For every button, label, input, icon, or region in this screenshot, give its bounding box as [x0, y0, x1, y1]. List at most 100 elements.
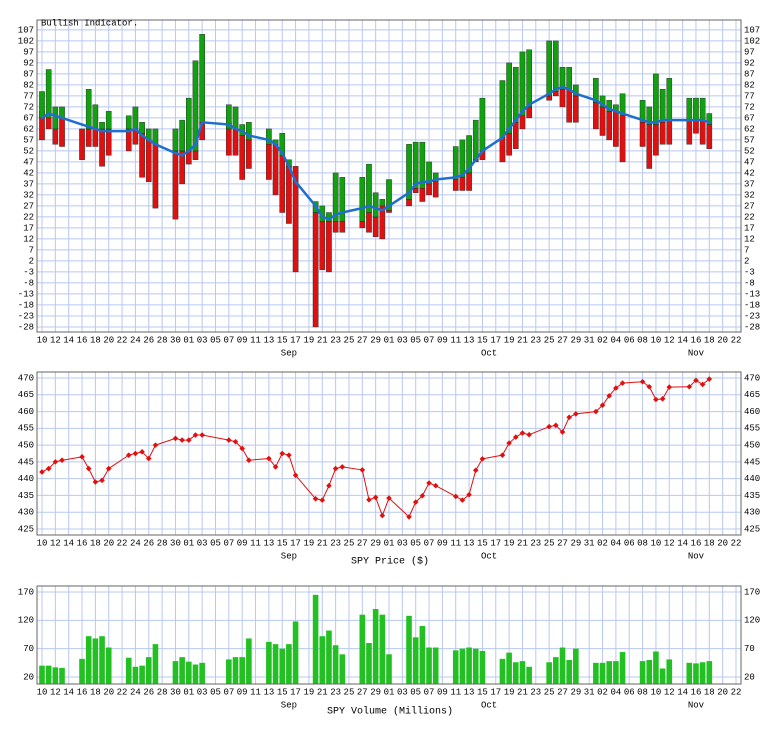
- y-tick-label-right: 77: [744, 91, 755, 101]
- volume-bar: [312, 594, 319, 684]
- price-line: [468, 469, 477, 496]
- month-label: Sep: [281, 700, 297, 710]
- price-marker: [659, 396, 666, 402]
- up-bar: [666, 78, 673, 121]
- up-bar: [553, 40, 559, 92]
- down-bar: [312, 212, 319, 328]
- x-tick-label: 02: [597, 687, 608, 697]
- average-line: [701, 118, 711, 124]
- down-bar: [619, 115, 626, 163]
- x-tick-label: 19: [504, 335, 515, 345]
- price-line: [421, 482, 430, 497]
- y-tick-label-right: -23: [744, 311, 760, 321]
- y-tick-label-right: 102: [744, 36, 760, 46]
- price-marker: [332, 465, 339, 472]
- y-tick-label-right: 465: [744, 390, 760, 400]
- y-tick-label-right: 445: [744, 457, 760, 467]
- x-tick-label: 27: [557, 538, 568, 548]
- up-bar: [559, 67, 566, 90]
- x-tick-label: 07: [424, 687, 435, 697]
- x-tick-label: 04: [610, 335, 621, 345]
- down-bar: [559, 89, 566, 108]
- x-tick-label: 02: [597, 335, 608, 345]
- y-tick-label: 57: [23, 135, 34, 145]
- down-bar: [279, 155, 286, 213]
- up-bar: [125, 115, 132, 130]
- price-line: [375, 496, 383, 517]
- x-tick-label: 06: [624, 687, 635, 697]
- x-tick-label: 27: [557, 335, 568, 345]
- y-tick-label: 17: [23, 223, 34, 233]
- x-tick-label: 12: [664, 687, 675, 697]
- month-label: Sep: [281, 551, 297, 561]
- price-marker: [506, 440, 512, 446]
- x-tick-label: 18: [90, 335, 101, 345]
- x-tick-label: 05: [410, 335, 421, 345]
- volume-bar: [619, 652, 626, 684]
- y-tick-label: 102: [18, 36, 34, 46]
- y-tick-label-right: 20: [744, 672, 755, 682]
- average-line: [567, 88, 578, 95]
- x-tick-label: 03: [397, 335, 408, 345]
- average-line: [267, 138, 277, 146]
- price-marker: [546, 423, 552, 430]
- down-bar: [79, 128, 85, 160]
- price-marker: [92, 479, 99, 485]
- y-tick-label: -23: [18, 311, 34, 321]
- price-line: [575, 411, 597, 415]
- y-tick-label: -3: [23, 267, 34, 277]
- volume-bar: [359, 614, 366, 684]
- y-tick-label: 2: [29, 256, 34, 266]
- y-tick-label-right: -8: [744, 278, 755, 288]
- x-tick-label: 13: [263, 538, 274, 548]
- y-tick-label-right: -18: [744, 300, 760, 310]
- x-tick-label: 27: [357, 687, 368, 697]
- price-marker: [566, 414, 572, 421]
- x-tick-label: 14: [63, 538, 74, 548]
- up-bar: [519, 51, 526, 116]
- up-bar: [85, 89, 92, 130]
- down-bar: [466, 172, 472, 191]
- down-bar: [92, 128, 99, 147]
- x-tick-label: 12: [50, 687, 61, 697]
- down-bar: [266, 144, 272, 180]
- price-marker: [279, 450, 286, 457]
- volume-bar: [179, 657, 185, 684]
- x-tick-label: 09: [237, 335, 248, 345]
- chart-title: Bullish Indicator.: [41, 18, 138, 28]
- x-tick-label: 22: [731, 335, 742, 345]
- price-marker: [312, 495, 319, 502]
- down-bar: [319, 221, 326, 270]
- x-tick-label: 26: [143, 538, 154, 548]
- x-tick-label: 27: [557, 687, 568, 697]
- x-tick-label: 09: [437, 687, 448, 697]
- down-bar: [406, 199, 412, 207]
- y-tick-label: 97: [23, 47, 34, 57]
- x-tick-label: 23: [330, 538, 341, 548]
- x-tick-label: 29: [370, 538, 381, 548]
- y-tick-label-right: 47: [744, 157, 755, 167]
- volume-bar: [79, 658, 85, 684]
- down-bar: [599, 106, 606, 136]
- x-tick-label: 31: [584, 335, 595, 345]
- volume-bar: [226, 659, 232, 684]
- average-line: [40, 112, 50, 120]
- average-line: [60, 116, 84, 126]
- y-tick-label-right: 87: [744, 69, 755, 79]
- y-tick-label: 70: [23, 644, 34, 654]
- x-tick-label: 10: [37, 687, 48, 697]
- y-tick-label-right: 92: [744, 58, 755, 68]
- down-bar: [172, 150, 179, 220]
- volume-bar: [566, 659, 572, 684]
- x-tick-label: 19: [304, 538, 315, 548]
- price-marker: [132, 450, 139, 457]
- price-marker: [653, 396, 659, 403]
- x-tick-label: 24: [130, 687, 141, 697]
- x-tick-label: 11: [250, 335, 261, 345]
- x-tick-label: 05: [210, 687, 221, 697]
- up-bar: [432, 172, 439, 182]
- x-tick-label: 23: [530, 687, 541, 697]
- average-line: [294, 180, 317, 208]
- up-bar: [459, 139, 466, 178]
- x-tick-label: 05: [410, 538, 421, 548]
